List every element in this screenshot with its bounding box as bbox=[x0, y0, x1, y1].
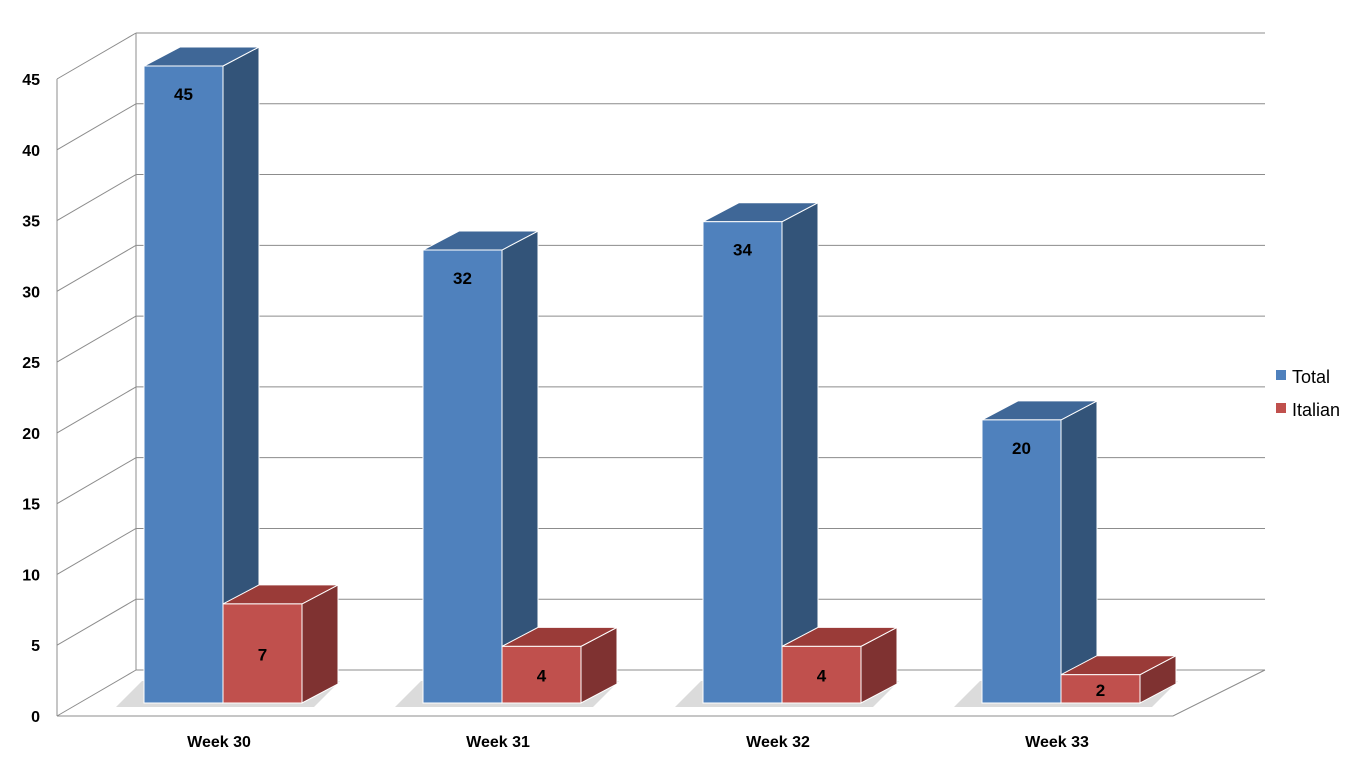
bar bbox=[702, 221, 783, 704]
y-tick-label: 45 bbox=[22, 72, 40, 89]
bars-layer bbox=[116, 46, 1178, 707]
y-tick-label: 20 bbox=[22, 426, 40, 443]
bar-italian-week-32 bbox=[781, 626, 898, 704]
gridline-diagonal bbox=[56, 315, 137, 363]
legend-label-total: Total bbox=[1292, 367, 1330, 387]
y-tick-label: 30 bbox=[22, 284, 40, 301]
data-label: 7 bbox=[258, 645, 267, 664]
data-label: 4 bbox=[817, 667, 827, 686]
data-label: 4 bbox=[537, 667, 547, 686]
bar-side bbox=[301, 584, 339, 704]
gridline-diagonal bbox=[56, 32, 137, 80]
bar-italian-week-33 bbox=[1060, 654, 1177, 704]
data-label: 34 bbox=[733, 241, 752, 260]
bar bbox=[143, 65, 224, 704]
bar bbox=[781, 645, 862, 704]
gridline-diagonal bbox=[56, 669, 137, 717]
gridline-diagonal bbox=[56, 598, 137, 646]
x-tick-label: Week 33 bbox=[1025, 734, 1089, 751]
data-label: 20 bbox=[1012, 439, 1031, 458]
gridline-diagonal bbox=[56, 103, 137, 151]
y-tick-label: 25 bbox=[22, 355, 40, 372]
gridline-diagonal bbox=[56, 386, 137, 434]
bar-side bbox=[781, 201, 819, 704]
bar-side bbox=[1060, 400, 1098, 704]
legend-swatch-italian bbox=[1276, 403, 1286, 413]
bar-total-week-33 bbox=[981, 400, 1098, 704]
bar-total-week-31 bbox=[422, 230, 539, 704]
bar-italian-week-30 bbox=[222, 584, 339, 704]
legend-swatch-total bbox=[1276, 370, 1286, 380]
x-tick-label: Week 32 bbox=[746, 734, 810, 751]
bar bbox=[501, 645, 582, 704]
y-tick-label: 15 bbox=[22, 497, 40, 514]
bar bbox=[422, 249, 503, 704]
legend-label-italian: Italian bbox=[1292, 400, 1340, 420]
x-tick-label: Week 31 bbox=[466, 734, 530, 751]
x-tick-label: Week 30 bbox=[187, 734, 251, 751]
bar bbox=[222, 603, 303, 704]
bar-total-week-30 bbox=[143, 46, 260, 704]
gridline-diagonal bbox=[56, 457, 137, 505]
gridline-diagonal bbox=[56, 244, 137, 292]
y-tick-label: 10 bbox=[22, 567, 40, 584]
bar-italian-week-31 bbox=[501, 626, 618, 704]
data-label: 32 bbox=[453, 269, 472, 288]
grid-layer bbox=[56, 32, 1265, 717]
floor-outline bbox=[57, 669, 1266, 717]
gridline-diagonal bbox=[56, 528, 137, 575]
y-tick-label: 35 bbox=[22, 214, 40, 231]
y-tick-label: 5 bbox=[31, 638, 40, 655]
bar bbox=[1060, 674, 1141, 704]
data-label: 2 bbox=[1096, 681, 1105, 700]
legend: Total Italian bbox=[1276, 367, 1340, 420]
data-label: 45 bbox=[174, 85, 193, 104]
bar-total-week-32 bbox=[702, 201, 819, 704]
bar bbox=[981, 419, 1062, 704]
axis-layer: 0 5 10 15 20 25 30 35 40 45 bbox=[22, 33, 1266, 726]
y-tick-label: 40 bbox=[22, 143, 40, 160]
labels-layer: 45 7 Week 30 32 4 Week 31 34 4 Week 32 20 2 Week 33 bbox=[174, 85, 1105, 751]
gridline-diagonal bbox=[56, 174, 137, 221]
y-tick-label: 0 bbox=[31, 709, 40, 726]
